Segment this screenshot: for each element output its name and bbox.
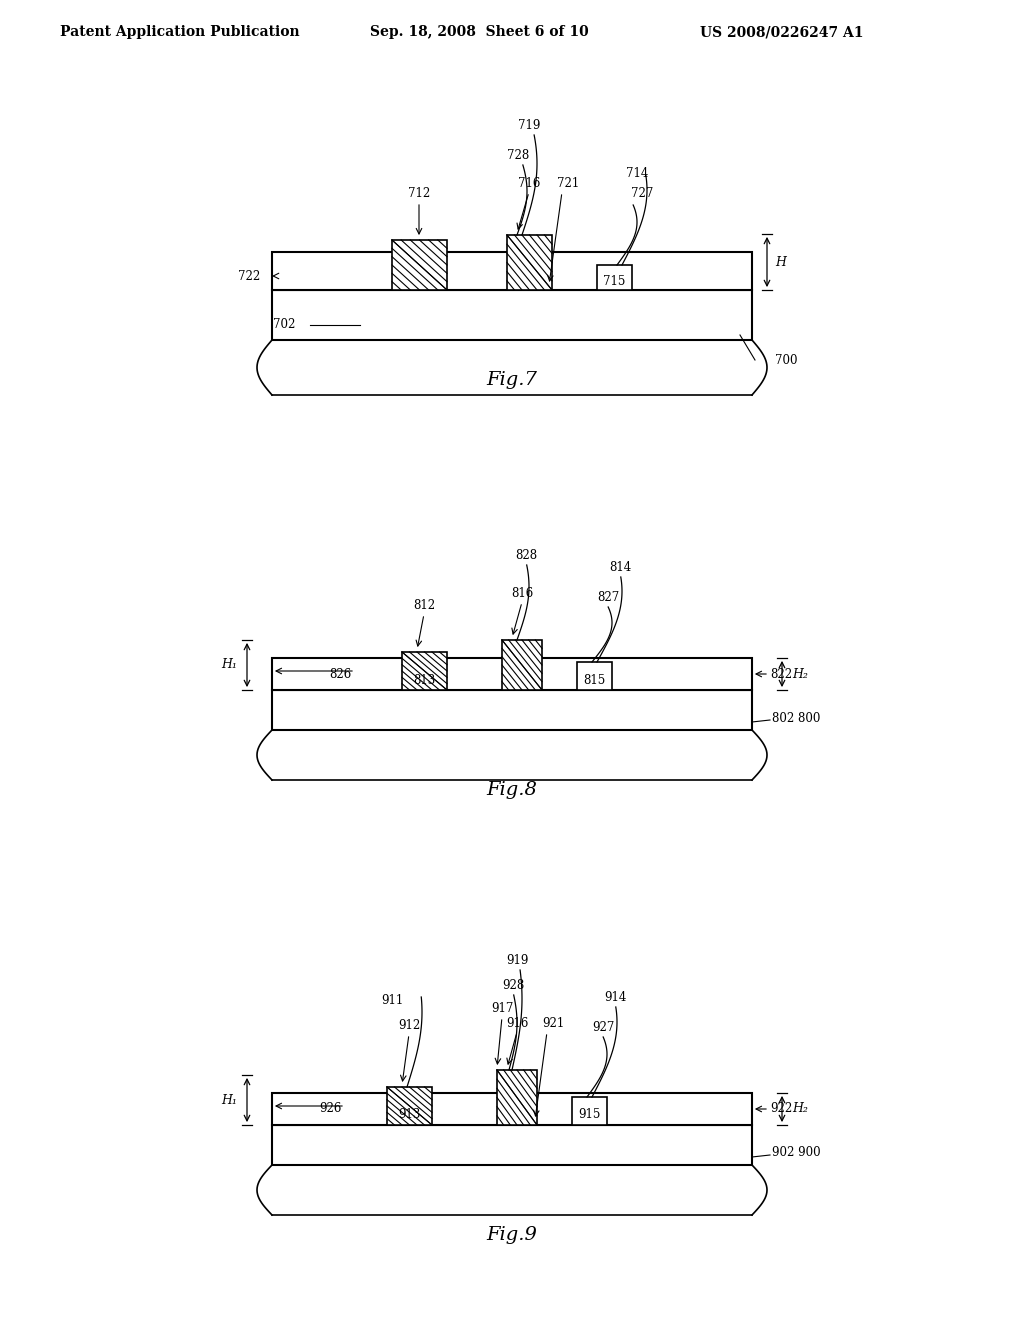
Text: 911: 911 [381,994,403,1007]
Bar [502,640,542,690]
Bar [577,663,612,690]
Text: 915: 915 [578,1109,600,1122]
Text: 722: 722 [238,269,260,282]
Text: 919: 919 [506,954,528,968]
Text: 816: 816 [511,587,534,601]
Text: 716: 716 [518,177,541,190]
Text: 922: 922 [770,1102,793,1115]
Text: 813: 813 [413,673,435,686]
Text: 700: 700 [775,354,798,367]
Text: Fig.8: Fig.8 [486,781,538,799]
Text: 727: 727 [631,187,653,201]
Bar [387,1086,432,1125]
Text: H: H [775,256,785,268]
Text: Sep. 18, 2008  Sheet 6 of 10: Sep. 18, 2008 Sheet 6 of 10 [370,25,589,40]
Text: H₁: H₁ [221,1093,237,1106]
Text: 921: 921 [542,1016,564,1030]
Text: 828: 828 [516,549,538,562]
Text: 926: 926 [318,1102,341,1115]
Text: US 2008/0226247 A1: US 2008/0226247 A1 [700,25,863,40]
Bar [272,690,752,730]
Text: 712: 712 [408,187,430,201]
Bar [272,1093,752,1125]
Text: Fig.7: Fig.7 [486,371,538,389]
Bar [272,1125,752,1166]
Text: 815: 815 [583,673,605,686]
Text: 928: 928 [503,979,525,993]
Text: Fig.9: Fig.9 [486,1226,538,1243]
Text: H₂: H₂ [792,1102,808,1115]
Bar [597,265,632,290]
Text: 913: 913 [397,1109,420,1122]
Text: 702: 702 [272,318,295,331]
Text: 914: 914 [604,991,627,1005]
Text: 822: 822 [770,668,793,681]
Text: 728: 728 [507,149,529,162]
Bar [507,235,552,290]
Text: 802 800: 802 800 [772,711,820,725]
Text: 812: 812 [413,599,435,612]
Text: 826: 826 [329,668,351,681]
Text: H₁: H₁ [221,659,237,672]
Text: 927: 927 [592,1020,614,1034]
Bar [402,652,447,690]
Text: 917: 917 [490,1002,513,1015]
Text: 916: 916 [506,1016,528,1030]
Text: 827: 827 [597,591,620,605]
Bar [392,240,447,290]
Text: 902 900: 902 900 [772,1147,820,1159]
Text: 715: 715 [603,275,626,288]
Bar [272,290,752,341]
Text: 814: 814 [609,561,632,574]
Text: H₂: H₂ [792,668,808,681]
Bar [572,1097,607,1125]
Text: Patent Application Publication: Patent Application Publication [60,25,300,40]
Text: 714: 714 [626,168,648,180]
Text: 721: 721 [557,177,580,190]
Bar [272,252,752,290]
Text: 719: 719 [518,119,541,132]
Text: 912: 912 [398,1019,420,1032]
Bar [272,657,752,690]
Bar [497,1071,537,1125]
